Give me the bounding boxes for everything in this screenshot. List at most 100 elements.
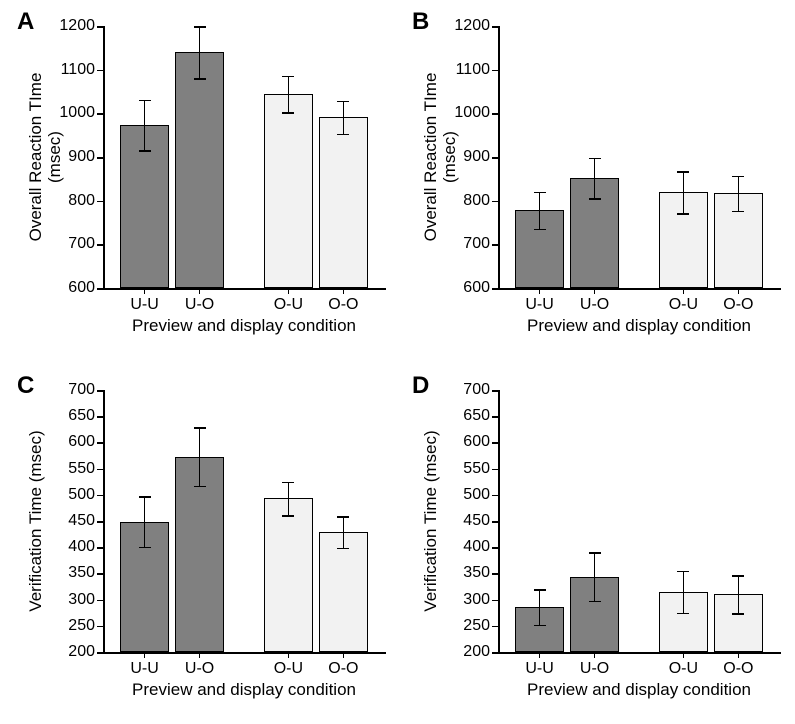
y-tick (492, 521, 498, 523)
y-tick (97, 157, 103, 159)
errorbar-cap-bottom (337, 548, 349, 550)
y-tick (97, 547, 103, 549)
errorbar-cap-top (589, 552, 601, 554)
errorbar-cap-top (677, 171, 689, 173)
y-tick (492, 416, 498, 418)
y-tick (492, 244, 498, 246)
y-tick-label: 250 (442, 617, 490, 635)
y-axis-title: Verification Time (msec) (27, 390, 46, 652)
errorbar-cap-bottom (139, 547, 151, 549)
errorbar-cap-bottom (534, 229, 546, 231)
errorbar-cap-bottom (677, 613, 689, 615)
errorbar-cap-top (139, 496, 151, 498)
y-tick (97, 652, 103, 654)
x-tick (288, 288, 290, 294)
errorbar-cap-top (534, 192, 546, 194)
errorbar-stem (199, 427, 201, 486)
y-tick-label: 700 (442, 381, 490, 399)
x-tick (343, 652, 345, 658)
y-tick (97, 469, 103, 471)
y-tick-label: 350 (47, 564, 95, 582)
errorbar-cap-bottom (589, 601, 601, 603)
errorbar-cap-bottom (282, 112, 294, 114)
x-tick-label: U-O (565, 660, 625, 678)
errorbar-cap-top (337, 101, 349, 103)
y-tick (492, 495, 498, 497)
y-tick (97, 573, 103, 575)
y-tick (492, 157, 498, 159)
y-tick-label: 300 (442, 591, 490, 609)
figure-container: A600700800900100011001200Overall Reactio… (0, 0, 795, 724)
panel-B: B600700800900100011001200Overall Reactio… (410, 8, 790, 353)
y-axis-title: Overall Reaction TIme (msec) (27, 26, 64, 288)
errorbar-stem (539, 589, 541, 625)
y-tick-label: 500 (47, 486, 95, 504)
errorbar-stem (738, 575, 740, 613)
y-axis (103, 26, 105, 289)
y-tick-label: 550 (47, 460, 95, 478)
errorbar-cap-top (732, 176, 744, 178)
x-tick (199, 652, 201, 658)
y-tick-label: 450 (47, 512, 95, 530)
y-tick-label: 600 (47, 433, 95, 451)
x-tick-label: O-O (708, 660, 768, 678)
y-axis-title: Overall Reaction TIme (msec) (422, 26, 459, 288)
y-tick (492, 390, 498, 392)
x-tick-label: O-U (653, 296, 713, 314)
y-tick-label: 350 (442, 564, 490, 582)
errorbar-cap-bottom (139, 150, 151, 152)
y-tick-label: 650 (442, 407, 490, 425)
x-tick-label: U-U (115, 660, 175, 678)
y-tick-label: 400 (47, 538, 95, 556)
bar-O-O (319, 532, 368, 652)
y-tick (97, 26, 103, 28)
x-tick-label: O-U (653, 660, 713, 678)
errorbar-stem (738, 176, 740, 211)
y-tick (97, 70, 103, 72)
panel-D: D200250300350400450500550600650700Verifi… (410, 372, 790, 717)
x-tick-label: O-O (708, 296, 768, 314)
errorbar-cap-top (139, 100, 151, 102)
y-tick (492, 70, 498, 72)
errorbar-stem (683, 571, 685, 613)
y-tick (97, 201, 103, 203)
x-tick (144, 288, 146, 294)
x-tick-label: U-U (510, 660, 570, 678)
bar-U-O (175, 52, 224, 288)
bar-O-U (264, 94, 313, 288)
x-tick (594, 288, 596, 294)
y-tick-label: 400 (442, 538, 490, 556)
y-axis (498, 26, 500, 289)
errorbar-stem (683, 171, 685, 213)
errorbar-cap-bottom (194, 78, 206, 80)
errorbar-cap-bottom (534, 625, 546, 627)
y-tick-label: 250 (47, 617, 95, 635)
y-tick (97, 416, 103, 418)
errorbar-cap-top (337, 516, 349, 518)
y-axis-title: Verification Time (msec) (422, 390, 441, 652)
errorbar-cap-top (194, 26, 206, 28)
y-tick-label: 600 (442, 433, 490, 451)
errorbar-cap-bottom (732, 613, 744, 615)
y-tick (492, 201, 498, 203)
x-tick-label: O-O (313, 296, 373, 314)
errorbar-stem (288, 482, 290, 516)
errorbar-cap-top (194, 427, 206, 429)
errorbar-stem (594, 552, 596, 600)
x-tick (343, 288, 345, 294)
y-tick (492, 26, 498, 28)
errorbar-cap-top (534, 589, 546, 591)
y-tick (97, 600, 103, 602)
errorbar-stem (343, 101, 345, 134)
x-tick (288, 652, 290, 658)
y-tick-label: 200 (442, 643, 490, 661)
errorbar-cap-bottom (194, 486, 206, 488)
errorbar-stem (539, 192, 541, 229)
y-tick (492, 288, 498, 290)
y-axis (103, 390, 105, 653)
y-tick (97, 521, 103, 523)
y-tick (492, 547, 498, 549)
errorbar-cap-bottom (337, 134, 349, 136)
y-tick (97, 626, 103, 628)
x-tick (683, 288, 685, 294)
